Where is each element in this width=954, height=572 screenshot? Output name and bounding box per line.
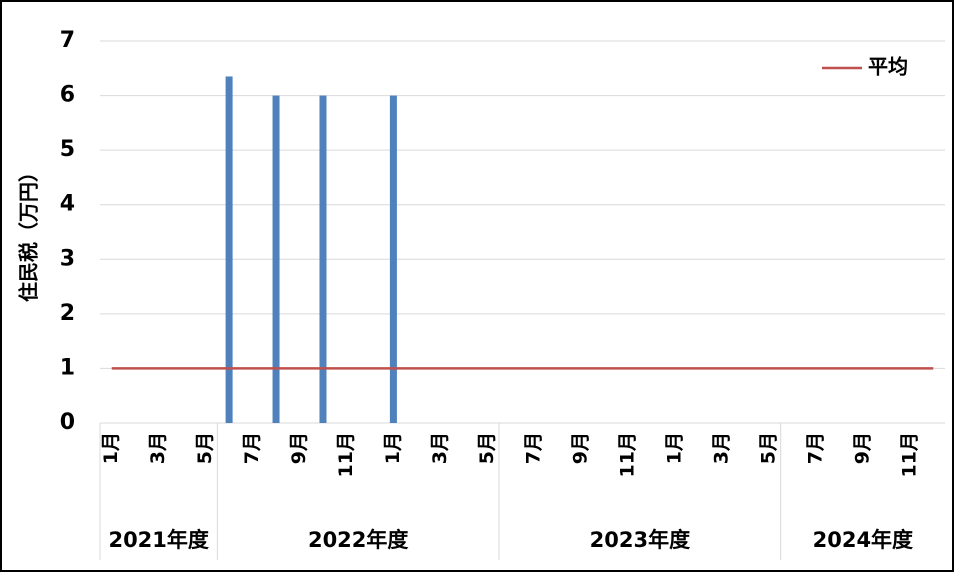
group-label: 2022年度	[308, 528, 408, 552]
x-tick-label: 7月	[523, 432, 545, 464]
y-tick-label: 3	[60, 246, 75, 271]
y-tick-label: 7	[60, 28, 75, 53]
x-tick-label: 1月	[664, 432, 686, 464]
y-tick-label: 4	[60, 192, 75, 217]
x-tick-label: 9月	[851, 432, 873, 464]
x-tick-label: 11月	[335, 432, 357, 477]
bar	[225, 76, 233, 423]
x-tick-label: 1月	[382, 432, 404, 464]
y-tick-label: 5	[60, 137, 75, 162]
bar	[272, 95, 280, 424]
bar	[389, 95, 397, 424]
bar	[319, 95, 327, 424]
y-tick-label: 6	[60, 83, 75, 108]
x-tick-label: 1月	[100, 432, 122, 464]
x-tick-label: 3月	[147, 432, 169, 464]
x-tick-label: 3月	[711, 432, 733, 464]
group-label: 2023年度	[590, 528, 690, 552]
group-label: 2024年度	[813, 528, 913, 552]
x-tick-label: 9月	[288, 432, 310, 464]
y-axis-label: 住民税（万円）	[17, 162, 41, 302]
x-tick-label: 7月	[241, 432, 263, 464]
y-tick-label: 0	[60, 410, 75, 435]
x-tick-label: 5月	[476, 432, 498, 464]
x-tick-label: 5月	[194, 432, 216, 464]
x-tick-label: 3月	[429, 432, 451, 464]
y-tick-label: 2	[60, 301, 75, 326]
y-tick-label: 1	[60, 355, 75, 380]
x-tick-label: 11月	[617, 432, 639, 477]
x-tick-label: 5月	[757, 432, 779, 464]
x-tick-label: 11月	[898, 432, 920, 477]
x-tick-label: 9月	[570, 432, 592, 464]
x-tick-label: 7月	[804, 432, 826, 464]
group-label: 2021年度	[108, 528, 208, 552]
legend-label: 平均	[868, 55, 908, 79]
